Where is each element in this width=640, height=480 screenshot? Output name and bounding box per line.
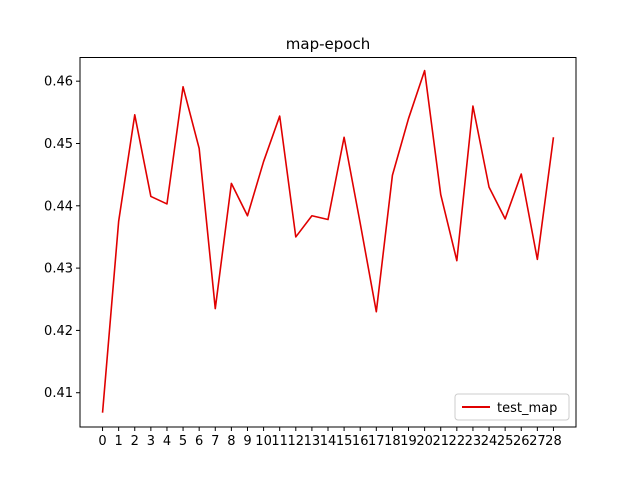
x-tick-label: 24	[481, 434, 498, 449]
y-tick-label: 0.41	[44, 386, 73, 401]
x-tick-label: 16	[352, 434, 369, 449]
x-tick-label: 22	[449, 434, 466, 449]
y-tick-label: 0.44	[44, 199, 73, 214]
chart-title: map-epoch	[286, 35, 370, 53]
x-tick-label: 7	[211, 434, 219, 449]
x-tick-label: 9	[243, 434, 251, 449]
x-tick-label: 12	[288, 434, 305, 449]
legend-box	[454, 393, 570, 421]
x-tick-label: 25	[497, 434, 514, 449]
x-tick-label: 6	[195, 434, 203, 449]
x-tick-label: 19	[400, 434, 417, 449]
x-tick-label: 8	[227, 434, 235, 449]
x-tick-label: 27	[529, 434, 546, 449]
x-tick-label: 1	[115, 434, 123, 449]
x-tick-label: 13	[304, 434, 321, 449]
x-tick-label: 14	[320, 434, 337, 449]
x-tick-label: 18	[384, 434, 401, 449]
x-tick-label: 28	[545, 434, 562, 449]
x-tick-label: 0	[98, 434, 106, 449]
x-tick-label: 21	[432, 434, 449, 449]
series-line-test-map	[101, 69, 555, 413]
x-tick-label: 11	[271, 434, 288, 449]
x-tick-label: 5	[179, 434, 187, 449]
legend: test_map	[454, 393, 570, 421]
x-tick-label: 26	[513, 434, 530, 449]
x-tick-label: 2	[131, 434, 139, 449]
plot-area-frame	[79, 57, 577, 428]
x-tick-label: 4	[163, 434, 171, 449]
x-tick-label: 17	[368, 434, 385, 449]
y-tick-label: 0.42	[44, 324, 73, 339]
x-tick-label: 10	[255, 434, 272, 449]
y-tick-label: 0.43	[44, 262, 73, 277]
x-tick-label: 23	[465, 434, 482, 449]
legend-label-test-map: test_map	[497, 401, 557, 416]
y-tick-label: 0.46	[44, 75, 73, 90]
y-tick-label: 0.45	[44, 137, 73, 152]
x-tick-label: 15	[336, 434, 353, 449]
x-tick-label: 20	[416, 434, 433, 449]
x-tick-label: 3	[147, 434, 155, 449]
